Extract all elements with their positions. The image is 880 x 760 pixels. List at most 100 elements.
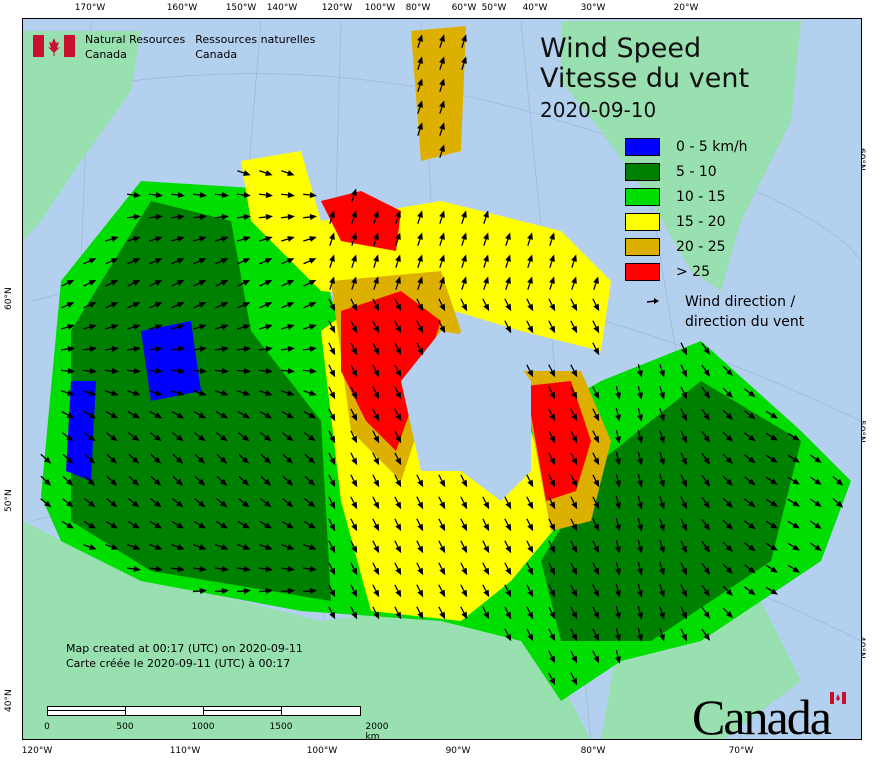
wind-arrow-head bbox=[395, 391, 402, 400]
wind-arrow-head bbox=[439, 501, 446, 510]
legend-item: 20 - 25 bbox=[625, 234, 748, 259]
wind-arrow-head bbox=[725, 522, 733, 530]
wind-arrow-head bbox=[265, 170, 273, 176]
wind-arrow-head bbox=[243, 192, 251, 198]
wind-arrow-head bbox=[770, 412, 778, 419]
wind-arrow-head bbox=[439, 545, 446, 554]
wind-arrow-head bbox=[309, 214, 317, 220]
wind-arrow-head bbox=[286, 280, 295, 286]
wind-arrow-head bbox=[243, 588, 251, 594]
wind-arrow-head bbox=[439, 34, 445, 42]
wind-arrow-head bbox=[287, 170, 295, 176]
wind-arrow-head bbox=[198, 522, 207, 529]
wind-arrow-head bbox=[66, 302, 75, 308]
wind-arrow-head bbox=[483, 276, 489, 284]
wind-arrow-head bbox=[770, 588, 778, 595]
wind-arrow-head bbox=[351, 501, 358, 510]
wind-arrow-head bbox=[67, 324, 75, 330]
arrow-label-fr: direction du vent bbox=[685, 314, 805, 330]
wind-arrow-head bbox=[329, 545, 336, 554]
wind-arrow-head bbox=[176, 412, 185, 419]
wind-arrow-head bbox=[483, 254, 489, 262]
wind-arrow-head bbox=[198, 258, 207, 264]
wind-arrow-head bbox=[265, 324, 273, 330]
wind-arrow-head bbox=[243, 566, 251, 572]
wind-arrow-head bbox=[725, 412, 733, 420]
wind-arrow-head bbox=[263, 478, 272, 486]
wind-arrow-head bbox=[66, 280, 75, 286]
wind-arrow-head bbox=[505, 545, 512, 554]
wind-arrow-head bbox=[286, 434, 294, 442]
wind-arrow-head bbox=[287, 236, 295, 242]
wind-arrow-head bbox=[395, 369, 402, 378]
wind-arrow-head bbox=[439, 303, 446, 312]
wind-arrow-head bbox=[111, 346, 119, 352]
wind-arrow-head bbox=[287, 346, 295, 352]
wind-arrow-head bbox=[593, 633, 600, 642]
lon-tick-top: 170°W bbox=[74, 3, 106, 13]
wind-arrow-head bbox=[681, 347, 688, 356]
wind-arrow-head bbox=[593, 545, 600, 554]
scale-label: 1000 bbox=[191, 722, 215, 732]
wind-arrow-head bbox=[351, 589, 358, 598]
wind-arrow-head bbox=[571, 413, 578, 422]
wind-arrow-head bbox=[66, 500, 74, 508]
wind-arrow-head bbox=[110, 412, 119, 419]
wind-arrow-head bbox=[221, 214, 229, 220]
wind-arrow-head bbox=[571, 391, 578, 400]
legend-label: 10 - 15 bbox=[676, 188, 726, 205]
wind-arrow-head bbox=[461, 254, 467, 262]
wind-arrow-head bbox=[221, 236, 229, 242]
wind-arrow-head bbox=[110, 302, 119, 308]
wind-arrow-head bbox=[285, 478, 294, 486]
wind-arrow-head bbox=[615, 458, 621, 466]
wind-arrow-head bbox=[329, 254, 335, 262]
wind-arrow-head bbox=[221, 346, 229, 352]
wind-arrow-head bbox=[593, 479, 600, 488]
wind-arrow-head bbox=[220, 258, 229, 264]
wind-arrow-head bbox=[198, 544, 207, 550]
legend-label: 0 - 5 km/h bbox=[676, 138, 748, 155]
wind-arrow-head bbox=[637, 590, 643, 598]
wind-arrow-head bbox=[615, 524, 621, 532]
wind-arrow-head bbox=[329, 567, 336, 576]
wind-arrow-head bbox=[287, 324, 295, 330]
wind-arrow-head bbox=[770, 522, 778, 529]
wind-arrow-head bbox=[132, 434, 140, 442]
wind-arrow-head bbox=[373, 391, 380, 400]
wind-arrow-head bbox=[66, 434, 74, 442]
wind-arrow-head bbox=[133, 368, 141, 374]
wind-arrow-head bbox=[461, 545, 468, 554]
wind-arrow-head bbox=[615, 436, 621, 444]
wind-arrow-head bbox=[329, 347, 336, 356]
wind-arrow-head bbox=[395, 232, 401, 240]
wind-arrow-head bbox=[395, 567, 402, 576]
wind-arrow-head bbox=[703, 413, 711, 421]
wind-arrow-head bbox=[329, 501, 336, 510]
wind-arrow-head bbox=[483, 523, 490, 532]
wind-arrow-head bbox=[197, 478, 206, 486]
wind-arrow-head bbox=[659, 436, 665, 444]
wind-arrow-head bbox=[549, 501, 556, 510]
wind-arrow-head bbox=[792, 434, 800, 441]
wind-arrow-head bbox=[659, 524, 665, 532]
wind-arrow-head bbox=[265, 346, 273, 352]
wind-arrow-head bbox=[373, 545, 380, 554]
zone-over-25 bbox=[526, 381, 591, 501]
wind-arrow-head bbox=[549, 611, 556, 620]
wind-arrow-head bbox=[725, 566, 733, 574]
wind-arrow-head bbox=[88, 258, 97, 264]
wind-arrow-head bbox=[659, 568, 665, 576]
wind-arrow-head bbox=[66, 412, 75, 419]
wind-arrow-head bbox=[373, 457, 380, 466]
wind-arrow-head bbox=[637, 568, 643, 576]
legend-swatch bbox=[625, 162, 660, 181]
wind-arrow-head bbox=[417, 479, 424, 488]
wind-arrow-head bbox=[593, 325, 600, 334]
wind-arrow-head bbox=[527, 369, 534, 378]
map-canvas[interactable] bbox=[22, 18, 862, 740]
map-title: Wind Speed Vitesse du vent bbox=[540, 34, 749, 94]
wind-arrow-head bbox=[637, 436, 643, 444]
wind-arrow-head bbox=[287, 192, 295, 198]
wind-arrow-head bbox=[725, 544, 733, 552]
